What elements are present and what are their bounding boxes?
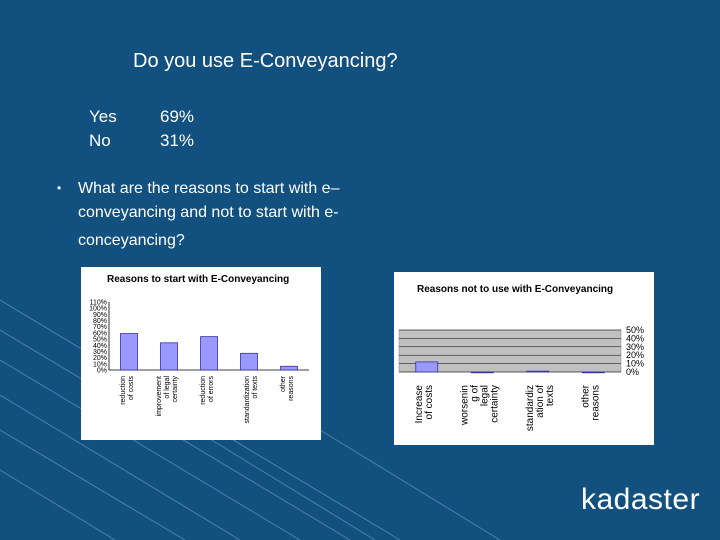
result-yes-value: 69%: [160, 107, 195, 126]
y-tick-label: 40%: [626, 333, 644, 343]
y-tick-label: 0%: [97, 368, 107, 375]
question-line: conveyancing and not to start with e-: [78, 204, 339, 221]
x-tick-label: ation of: [535, 385, 546, 418]
x-tick-label: of texts: [252, 376, 259, 399]
x-tick-label: other: [280, 375, 287, 392]
slide-title: Do you use E-Conveyancing?: [133, 50, 398, 72]
x-tick-label: worsenin: [459, 385, 470, 426]
result-yes-label: Yes: [89, 107, 117, 126]
y-tick-label: 60%: [93, 330, 107, 337]
chart-reasons-not-to-use: Reasons not to use with E-Conveyancing 5…: [394, 272, 654, 445]
y-tick-label: 30%: [93, 349, 107, 356]
bar: [415, 361, 439, 373]
y-tick-label: 20%: [93, 355, 107, 362]
y-tick-label: 90%: [93, 312, 107, 319]
x-tick-label: Increase: [414, 385, 425, 424]
y-tick-label: 10%: [93, 361, 107, 368]
result-no-value: 31%: [160, 131, 195, 150]
x-tick-label: reduction: [200, 376, 207, 405]
x-tick-label: other: [580, 384, 591, 407]
x-tick-label: of costs: [128, 376, 135, 401]
bar: [581, 371, 605, 374]
x-tick-label: standardiz: [525, 385, 536, 431]
chart-reasons-not-to-use-plot: 50%40%30%20%10%0% Increase of costs worseni…: [398, 325, 644, 431]
result-no-label: No: [89, 131, 111, 150]
bar: [470, 371, 494, 374]
question-line: What are the reasons to start with e–: [78, 180, 340, 197]
chart-reasons-to-start: Reasons to start with E-Conveyancing 110…: [81, 267, 321, 440]
x-tick-label: reduction: [120, 376, 127, 405]
bullet-point: •: [57, 181, 62, 195]
y-tick-label: 110%: [90, 300, 107, 307]
x-tick-label: g of: [469, 385, 480, 402]
question-text: What are the reasons to start with e– co…: [78, 177, 408, 253]
y-tick-label: 0%: [626, 367, 639, 377]
x-tick-label: of costs: [424, 385, 435, 419]
kadaster-logo: kadaster: [581, 483, 701, 516]
x-tick-label: improvement: [156, 376, 163, 417]
bar: [280, 365, 298, 371]
bar: [526, 370, 550, 373]
x-tick-label: reasons: [590, 385, 601, 421]
y-tick-label: 70%: [93, 324, 107, 331]
bar: [200, 336, 218, 371]
y-tick-label: 40%: [93, 343, 107, 350]
x-tick-label: certainty: [489, 385, 500, 423]
chart-title: Reasons not to use with E-Conveyancing: [417, 284, 614, 295]
chart-reasons-to-start-plot: 110%100%90%80%70%60%50%40%30%20%10%0% red…: [89, 300, 309, 424]
y-tick-label: 50%: [626, 325, 644, 335]
bar: [240, 352, 258, 371]
x-tick-label: standardization: [244, 376, 251, 424]
y-tick-label: 20%: [626, 350, 644, 360]
y-tick-label: 50%: [93, 337, 107, 344]
x-tick-label: texts: [545, 385, 556, 406]
y-tick-label: 10%: [626, 359, 644, 369]
x-tick-label: reasons: [288, 376, 295, 401]
x-tick-label: of errors: [208, 376, 215, 403]
y-tick-label: 100%: [89, 306, 107, 313]
x-tick-label: certainty: [172, 376, 179, 403]
question-line: conceyancing?: [78, 232, 185, 249]
x-tick-label: legal: [479, 385, 490, 406]
bar: [160, 342, 178, 371]
x-tick-label: of legal: [164, 376, 171, 399]
chart-title: Reasons to start with E-Conveyancing: [107, 274, 290, 285]
bar: [120, 333, 138, 371]
y-tick-label: 80%: [93, 318, 107, 325]
y-tick-label: 30%: [626, 342, 644, 352]
